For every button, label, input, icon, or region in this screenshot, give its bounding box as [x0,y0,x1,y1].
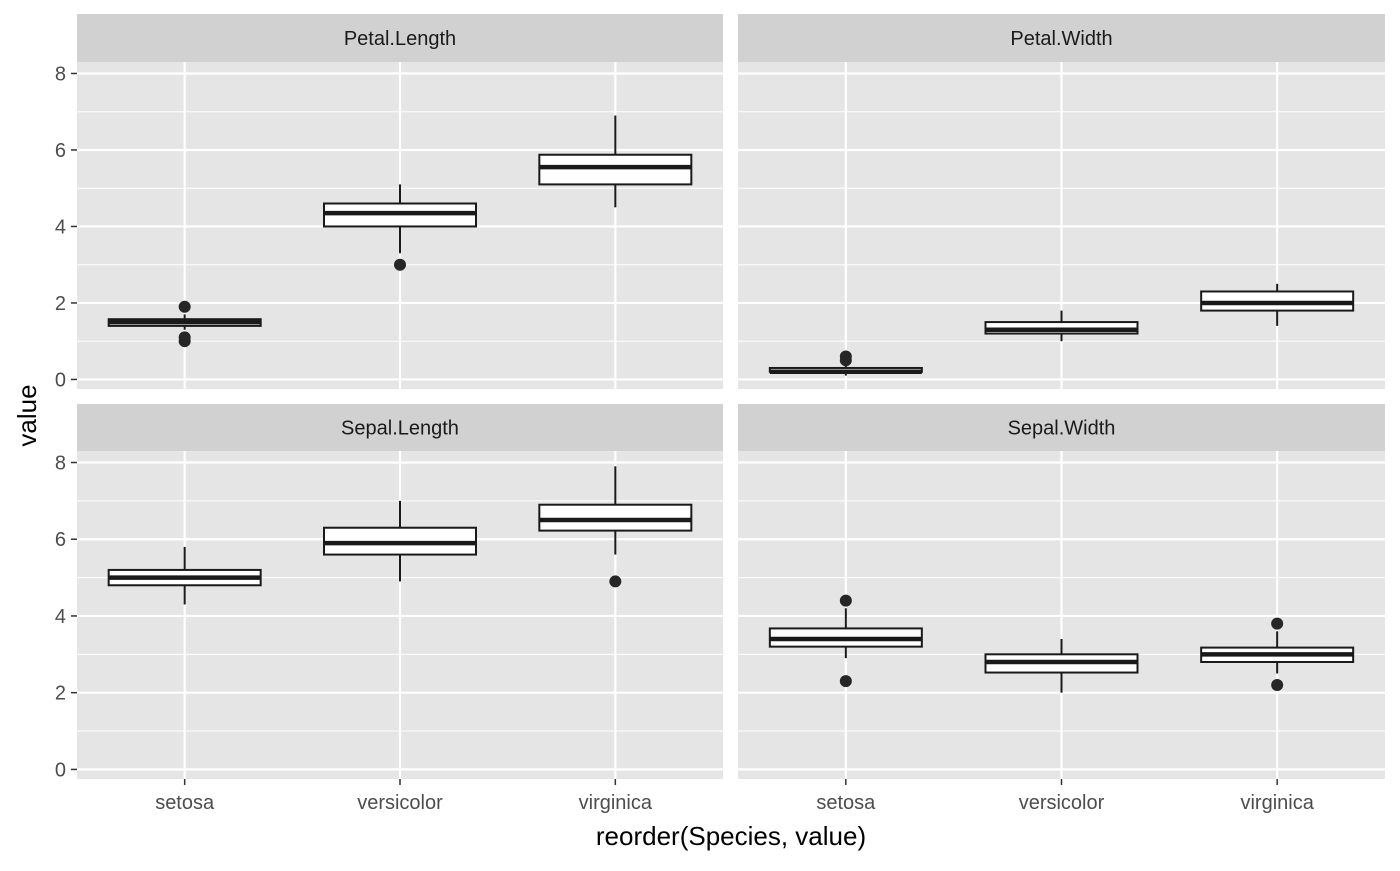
facet-strip [738,404,1385,451]
outlier-point [1271,679,1284,692]
y-tick-label: 0 [55,369,66,391]
y-tick-label: 8 [55,453,66,475]
outlier-point [1271,617,1284,630]
box-virginica [538,115,693,208]
outlier-point [839,350,852,363]
y-tick-label: 2 [55,683,66,705]
outlier-point [394,258,406,271]
outlier-point [178,300,191,313]
box-setosa [107,546,262,605]
outlier-point [839,594,852,607]
facet-panel-sepal-width: Sepal.Width [738,404,1385,779]
x-tick-label: setosa [155,792,215,814]
y-tick-label: 6 [55,529,66,551]
facet-strip-label: Petal.Length [344,28,456,50]
box-iqr [538,153,693,186]
box-versicolor [323,184,477,271]
y-tick-label: 4 [55,606,66,628]
facet-strip [77,14,723,62]
facet-strip-label: Petal.Width [1010,28,1112,50]
facet-strip [77,404,723,451]
box-virginica [1200,617,1355,692]
box-setosa [768,594,923,688]
facet-panel-petal-length: Petal.Length [77,14,723,389]
y-axis-title: value [12,384,42,446]
facet-strip-label: Sepal.Length [341,418,459,440]
y-tick-label: 8 [55,63,66,85]
y-tick-label: 2 [55,293,66,315]
facet-panel-petal-width: Petal.Width [738,14,1385,389]
y-tick-label: 4 [55,216,66,238]
facet-panel-sepal-length: Sepal.Length [77,404,723,779]
x-tick-label: versicolor [357,792,443,814]
box-versicolor [984,638,1139,693]
x-tick-label: setosa [816,792,876,814]
box-iqr [538,503,693,532]
x-axis-title: reorder(Species, value) [596,821,866,851]
box-versicolor [984,310,1139,342]
box-versicolor [323,500,477,582]
facet-strip-label: Sepal.Width [1008,418,1116,440]
outlier-point [178,331,191,344]
x-tick-label: virginica [1240,792,1314,814]
facet-strip [738,14,1385,62]
box-setosa [107,300,262,348]
x-tick-label: virginica [579,792,653,814]
x-tick-label: versicolor [1019,792,1105,814]
box-virginica [538,466,693,588]
y-tick-label: 6 [55,140,66,162]
y-tick-label: 0 [55,759,66,781]
outlier-point [839,675,852,688]
outlier-point [609,575,622,588]
box-virginica [1200,283,1355,326]
box-setosa [768,350,923,376]
